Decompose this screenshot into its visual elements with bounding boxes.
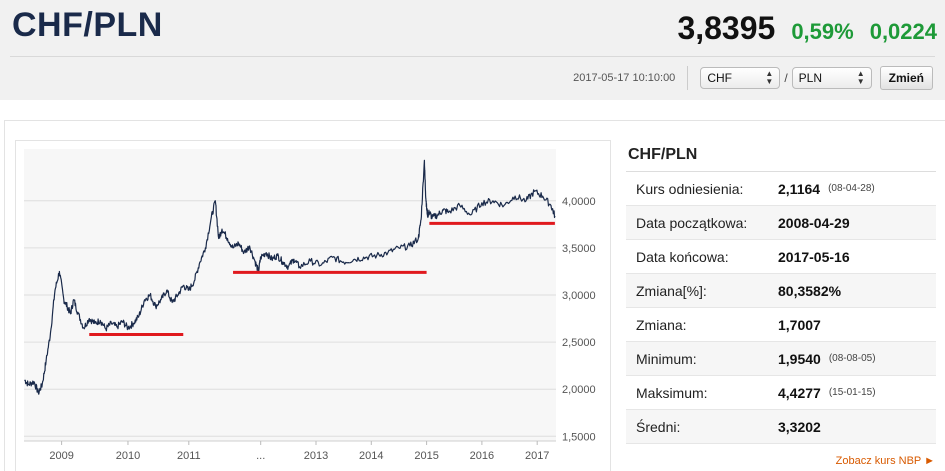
y-tick-label: 2,0000 (562, 384, 596, 396)
x-tick-label: 2015 (414, 450, 438, 462)
change-absolute: 0,0224 (869, 19, 937, 44)
stat-row: Średni: 3,3202 (626, 410, 936, 444)
base-currency-value: CHF (707, 71, 732, 85)
header-divider (10, 56, 935, 57)
stats-title: CHF/PLN (626, 142, 936, 172)
stat-label: Data końcowa: (636, 248, 729, 265)
change-pair-button[interactable]: Zmień (879, 66, 933, 90)
select-arrows-icon: ▲ ▼ (856, 69, 865, 86)
base-currency-select[interactable]: CHF ▲ ▼ (700, 67, 781, 89)
stat-row: Maksimum: 4,4277 (15-01-15) (626, 376, 936, 410)
stat-row: Kurs odniesienia: 2,1164 (08-04-28) (626, 172, 936, 206)
y-tick-label: 1,5000 (562, 431, 596, 443)
rate-chart: 4,0000 3,5000 3,0000 2,5000 2,0000 1,5000 2009… (15, 140, 611, 471)
stat-label: Zmiana[%]: (636, 282, 707, 299)
stat-label: Kurs odniesienia: (636, 180, 744, 197)
y-tick-label: 3,0000 (562, 290, 596, 302)
stat-row: Zmiana: 1,7007 (626, 308, 936, 342)
change-percent: 0,59% (791, 19, 854, 44)
x-tick-label: 2013 (304, 450, 328, 462)
select-arrows-icon: ▲ ▼ (765, 69, 774, 86)
stat-date: (08-08-05) (828, 353, 876, 364)
stat-row: Data końcowa: 2017-05-16 (626, 240, 936, 274)
stat-label: Maksimum: (636, 384, 708, 401)
quote-currency-select[interactable]: PLN ▲ ▼ (791, 67, 872, 89)
stat-value: 2008-04-29 (778, 214, 850, 231)
quote-header: CHF/PLN 3,8395 0,59% 0,0224 2017-05-17 1… (0, 0, 945, 100)
x-tick-label: ... (256, 450, 265, 462)
stats-panel: CHF/PLN Kurs odniesienia: 2,1164 (08-04-28… (626, 142, 936, 444)
currency-toolbar: 2017-05-17 10:10:00 CHF ▲ ▼ / PLN ▲ ▼ Zmie… (573, 66, 933, 90)
stat-row: Minimum: 1,9540 (08-08-05) (626, 342, 936, 376)
stat-label: Data początkowa: (636, 214, 748, 231)
stat-value: 80,3582% (778, 282, 842, 299)
stats-table: Kurs odniesienia: 2,1164 (08-04-28) Data po… (626, 172, 936, 444)
stat-value: 3,3202 (778, 418, 821, 435)
stat-value: 4,4277 (778, 384, 821, 401)
y-tick-label: 4,0000 (562, 196, 596, 208)
stat-value: 2017-05-16 (778, 248, 850, 265)
current-rate: 3,8395 (677, 10, 776, 46)
stat-label: Zmiana: (636, 316, 687, 333)
y-tick-label: 2,5000 (562, 337, 596, 349)
stat-value: 1,9540 (778, 350, 821, 367)
quote-timestamp: 2017-05-17 10:10:00 (573, 66, 689, 90)
stat-value: 2,1164 (778, 180, 821, 197)
currency-separator: / (784, 71, 788, 85)
stat-label: Średni: (636, 418, 681, 435)
x-tick-label: 2009 (49, 450, 73, 462)
content-frame (4, 120, 945, 471)
stat-value: 1,7007 (778, 316, 821, 333)
page-title: CHF/PLN (12, 6, 163, 44)
stat-date: (15-01-15) (828, 387, 876, 398)
y-tick-label: 3,5000 (562, 243, 596, 255)
quote-currency-value: PLN (798, 71, 822, 85)
x-tick-label: 2017 (525, 450, 549, 462)
stat-date: (08-04-28) (828, 183, 875, 194)
rate-series-line (24, 159, 556, 395)
rate-chart-svg: 4,0000 3,5000 3,0000 2,5000 2,0000 1,5000 2009… (24, 149, 596, 462)
x-tick-label: 2011 (177, 450, 201, 462)
stat-row: Zmiana[%]: 80,3582% (626, 274, 936, 308)
nbp-rate-link[interactable]: Zobacz kurs NBP ► (835, 455, 935, 467)
stat-label: Minimum: (636, 350, 697, 367)
x-tick-label: 2016 (470, 450, 494, 462)
stat-row: Data początkowa: 2008-04-29 (626, 206, 936, 240)
quote-summary: 3,8395 0,59% 0,0224 (677, 10, 937, 47)
x-tick-label: 2010 (116, 450, 140, 462)
x-tick-label: 2014 (359, 450, 383, 462)
